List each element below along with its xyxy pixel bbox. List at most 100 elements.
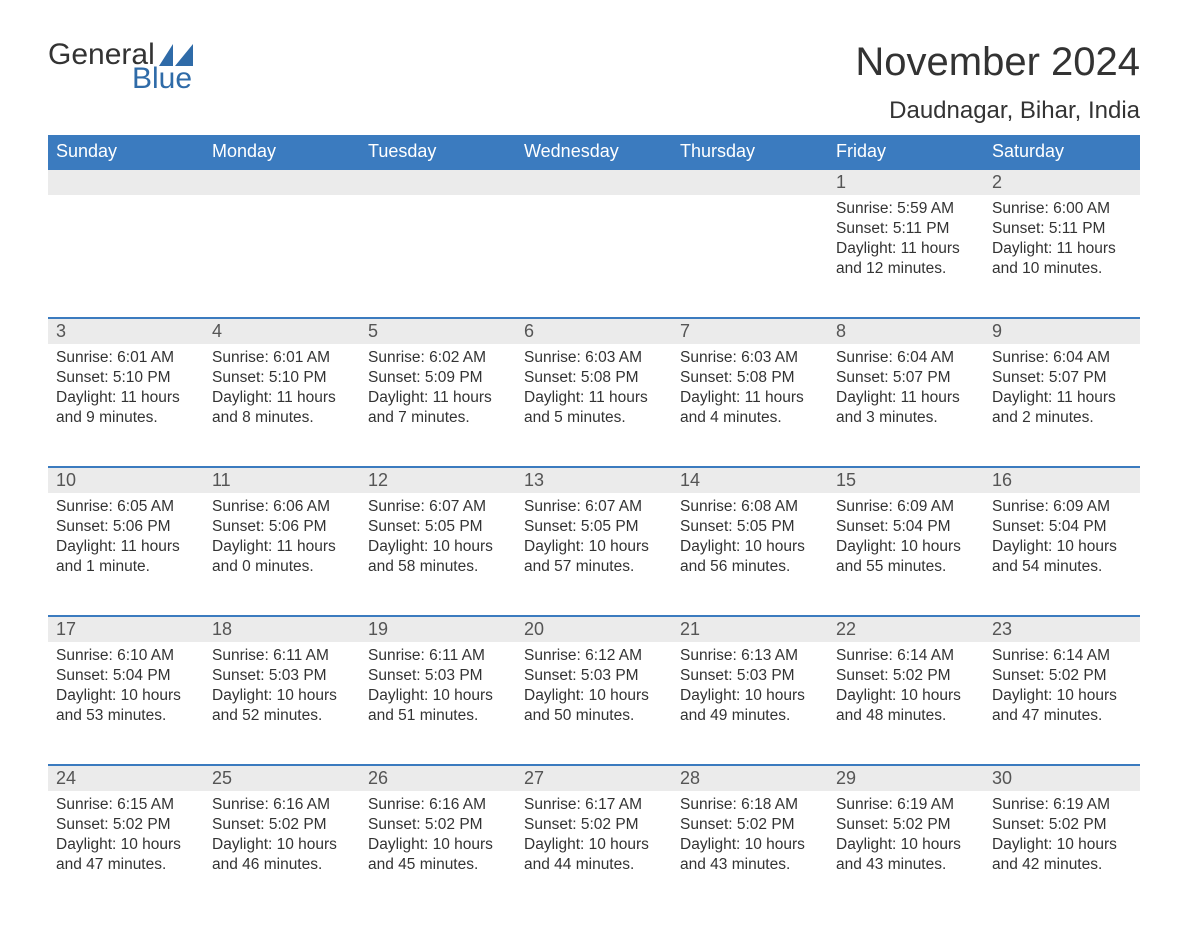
day1-text: Daylight: 11 hours (56, 388, 196, 408)
calendar-cell: Sunrise: 6:03 AMSunset: 5:08 PMDaylight:… (672, 344, 828, 444)
calendar-week: 17181920212223Sunrise: 6:10 AMSunset: 5:… (48, 615, 1140, 742)
day1-text: Daylight: 10 hours (368, 537, 508, 557)
calendar-cell: Sunrise: 6:11 AMSunset: 5:03 PMDaylight:… (204, 642, 360, 742)
logo: General Blue (48, 40, 193, 94)
day2-text: and 53 minutes. (56, 706, 196, 726)
day1-text: Daylight: 10 hours (56, 686, 196, 706)
day2-text: and 47 minutes. (56, 855, 196, 875)
calendar-cell (516, 195, 672, 295)
calendar-cell: Sunrise: 6:07 AMSunset: 5:05 PMDaylight:… (516, 493, 672, 593)
day-number: 5 (360, 319, 516, 344)
day1-text: Daylight: 10 hours (368, 835, 508, 855)
calendar-cell: Sunrise: 6:03 AMSunset: 5:08 PMDaylight:… (516, 344, 672, 444)
day2-text: and 43 minutes. (836, 855, 976, 875)
calendar-cell: Sunrise: 6:09 AMSunset: 5:04 PMDaylight:… (828, 493, 984, 593)
sunset-text: Sunset: 5:02 PM (56, 815, 196, 835)
sunset-text: Sunset: 5:09 PM (368, 368, 508, 388)
sunset-text: Sunset: 5:10 PM (56, 368, 196, 388)
day-number: 14 (672, 468, 828, 493)
month-title: November 2024 (855, 40, 1140, 85)
sunset-text: Sunset: 5:02 PM (368, 815, 508, 835)
location: Daudnagar, Bihar, India (855, 97, 1140, 125)
sunrise-text: Sunrise: 6:14 AM (836, 646, 976, 666)
sunset-text: Sunset: 5:02 PM (212, 815, 352, 835)
sunset-text: Sunset: 5:04 PM (56, 666, 196, 686)
weekday-header: Wednesday (516, 135, 672, 168)
day2-text: and 58 minutes. (368, 557, 508, 577)
calendar-cell: Sunrise: 5:59 AMSunset: 5:11 PMDaylight:… (828, 195, 984, 295)
day2-text: and 0 minutes. (212, 557, 352, 577)
sunrise-text: Sunrise: 6:06 AM (212, 497, 352, 517)
day-number: 2 (984, 170, 1140, 195)
day-number: 20 (516, 617, 672, 642)
sunrise-text: Sunrise: 6:10 AM (56, 646, 196, 666)
calendar-cell: Sunrise: 6:16 AMSunset: 5:02 PMDaylight:… (204, 791, 360, 891)
day2-text: and 10 minutes. (992, 259, 1132, 279)
calendar-cell: Sunrise: 6:08 AMSunset: 5:05 PMDaylight:… (672, 493, 828, 593)
calendar: SundayMondayTuesdayWednesdayThursdayFrid… (48, 135, 1140, 891)
calendar-week: 12Sunrise: 5:59 AMSunset: 5:11 PMDayligh… (48, 168, 1140, 295)
day-number: 21 (672, 617, 828, 642)
weekday-header: Monday (204, 135, 360, 168)
day1-text: Daylight: 11 hours (56, 537, 196, 557)
day2-text: and 44 minutes. (524, 855, 664, 875)
day-number: 3 (48, 319, 204, 344)
calendar-cell: Sunrise: 6:16 AMSunset: 5:02 PMDaylight:… (360, 791, 516, 891)
calendar-cell: Sunrise: 6:14 AMSunset: 5:02 PMDaylight:… (828, 642, 984, 742)
sunrise-text: Sunrise: 6:19 AM (992, 795, 1132, 815)
sunrise-text: Sunrise: 6:08 AM (680, 497, 820, 517)
calendar-cell (360, 195, 516, 295)
day1-text: Daylight: 10 hours (524, 835, 664, 855)
sunset-text: Sunset: 5:02 PM (680, 815, 820, 835)
calendar-cell: Sunrise: 6:01 AMSunset: 5:10 PMDaylight:… (48, 344, 204, 444)
day2-text: and 12 minutes. (836, 259, 976, 279)
sunrise-text: Sunrise: 6:16 AM (212, 795, 352, 815)
calendar-cell: Sunrise: 6:19 AMSunset: 5:02 PMDaylight:… (984, 791, 1140, 891)
day2-text: and 52 minutes. (212, 706, 352, 726)
day-number-row: 3456789 (48, 319, 1140, 344)
day1-text: Daylight: 10 hours (212, 835, 352, 855)
sunrise-text: Sunrise: 6:09 AM (836, 497, 976, 517)
day1-text: Daylight: 11 hours (212, 537, 352, 557)
day-number-row: 12 (48, 170, 1140, 195)
day-number: 4 (204, 319, 360, 344)
calendar-cell: Sunrise: 6:05 AMSunset: 5:06 PMDaylight:… (48, 493, 204, 593)
day2-text: and 4 minutes. (680, 408, 820, 428)
sunset-text: Sunset: 5:03 PM (680, 666, 820, 686)
day-number: 23 (984, 617, 1140, 642)
sunset-text: Sunset: 5:03 PM (368, 666, 508, 686)
day2-text: and 55 minutes. (836, 557, 976, 577)
sunrise-text: Sunrise: 6:04 AM (836, 348, 976, 368)
day1-text: Daylight: 11 hours (836, 388, 976, 408)
sunset-text: Sunset: 5:06 PM (56, 517, 196, 537)
day2-text: and 43 minutes. (680, 855, 820, 875)
sunset-text: Sunset: 5:05 PM (524, 517, 664, 537)
sunset-text: Sunset: 5:10 PM (212, 368, 352, 388)
calendar-cell (204, 195, 360, 295)
sunrise-text: Sunrise: 6:15 AM (56, 795, 196, 815)
calendar-cell: Sunrise: 6:04 AMSunset: 5:07 PMDaylight:… (828, 344, 984, 444)
day2-text: and 3 minutes. (836, 408, 976, 428)
calendar-cell: Sunrise: 6:06 AMSunset: 5:06 PMDaylight:… (204, 493, 360, 593)
calendar-cell: Sunrise: 6:07 AMSunset: 5:05 PMDaylight:… (360, 493, 516, 593)
day-number: 11 (204, 468, 360, 493)
day1-text: Daylight: 10 hours (992, 686, 1132, 706)
sunrise-text: Sunrise: 6:01 AM (56, 348, 196, 368)
day-number-row: 10111213141516 (48, 468, 1140, 493)
day1-text: Daylight: 11 hours (836, 239, 976, 259)
sunset-text: Sunset: 5:02 PM (836, 666, 976, 686)
sunset-text: Sunset: 5:05 PM (680, 517, 820, 537)
day-number: 25 (204, 766, 360, 791)
day-number (48, 170, 204, 195)
day-number: 9 (984, 319, 1140, 344)
sunrise-text: Sunrise: 6:13 AM (680, 646, 820, 666)
day1-text: Daylight: 10 hours (992, 835, 1132, 855)
calendar-cell: Sunrise: 6:17 AMSunset: 5:02 PMDaylight:… (516, 791, 672, 891)
calendar-cell: Sunrise: 6:10 AMSunset: 5:04 PMDaylight:… (48, 642, 204, 742)
day-number (360, 170, 516, 195)
day1-text: Daylight: 10 hours (56, 835, 196, 855)
sunrise-text: Sunrise: 6:02 AM (368, 348, 508, 368)
sunrise-text: Sunrise: 6:03 AM (524, 348, 664, 368)
day-number: 22 (828, 617, 984, 642)
day2-text: and 48 minutes. (836, 706, 976, 726)
